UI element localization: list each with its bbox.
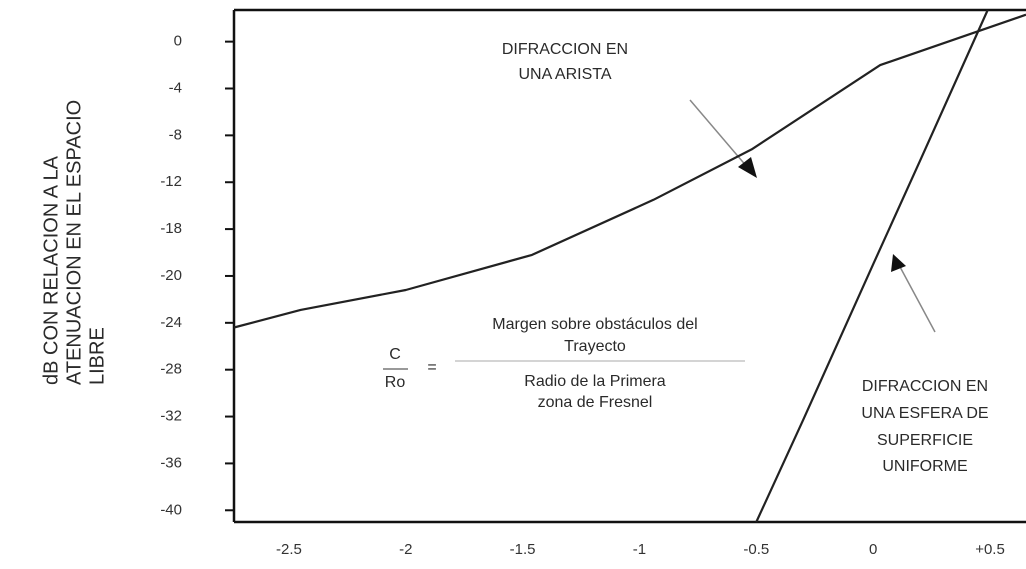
arrow-head	[738, 157, 757, 178]
annotation: UNIFORME	[882, 458, 967, 475]
y-tick-label: -12	[160, 173, 182, 190]
formula-text: zona de Fresnel	[538, 394, 653, 411]
y-tick-label: -20	[160, 267, 182, 284]
y-tick-label: 0	[174, 33, 182, 50]
y-tick-label: -40	[160, 501, 182, 518]
y-tick-label: -8	[169, 126, 182, 143]
annotation: DIFRACCION EN	[502, 41, 628, 58]
y-label-line: dB CON RELACION A LA	[40, 155, 62, 385]
x-tick-label: +0.5	[975, 541, 1005, 558]
x-tick-label: -1.5	[510, 541, 536, 558]
formula-text: Margen sobre obstáculos del	[492, 316, 697, 333]
formula-symbol: C	[389, 346, 401, 363]
x-tick-label: 0	[869, 541, 877, 558]
x-tick-label: -2	[399, 541, 412, 558]
y-tick-label: -24	[160, 314, 182, 331]
y-tick-label: -4	[169, 79, 182, 96]
y-tick-label: -28	[160, 361, 182, 378]
y-axis-label: dB CON RELACION A LA ATENUACION EN EL ES…	[40, 100, 108, 385]
annotation: UNA ESFERA DE	[861, 405, 988, 422]
y-tick-label: -32	[160, 408, 182, 425]
formula-text: Radio de la Primera	[524, 373, 666, 390]
annotation-arrow	[689, 99, 749, 169]
series-line	[755, 9, 989, 523]
annotation-arrow	[898, 264, 936, 333]
y-label-line: ATENUACION EN EL ESPACIO	[63, 100, 85, 385]
x-tick-label: -2.5	[276, 541, 302, 558]
annotation: SUPERFICIE	[877, 432, 973, 449]
formula-text: Trayecto	[564, 338, 626, 355]
y-label-line: LIBRE	[86, 327, 108, 385]
annotation: UNA ARISTA	[518, 66, 611, 83]
series-line	[233, 13, 1026, 329]
formula-equals: =	[427, 359, 436, 376]
y-tick-label: -36	[160, 454, 182, 471]
x-tick-label: -1	[633, 541, 646, 558]
formula-symbol: Ro	[385, 374, 406, 391]
y-tick-label: -18	[160, 220, 182, 237]
arrow-head	[891, 254, 906, 272]
x-tick-label: -0.5	[743, 541, 769, 558]
annotation: DIFRACCION EN	[862, 378, 988, 395]
